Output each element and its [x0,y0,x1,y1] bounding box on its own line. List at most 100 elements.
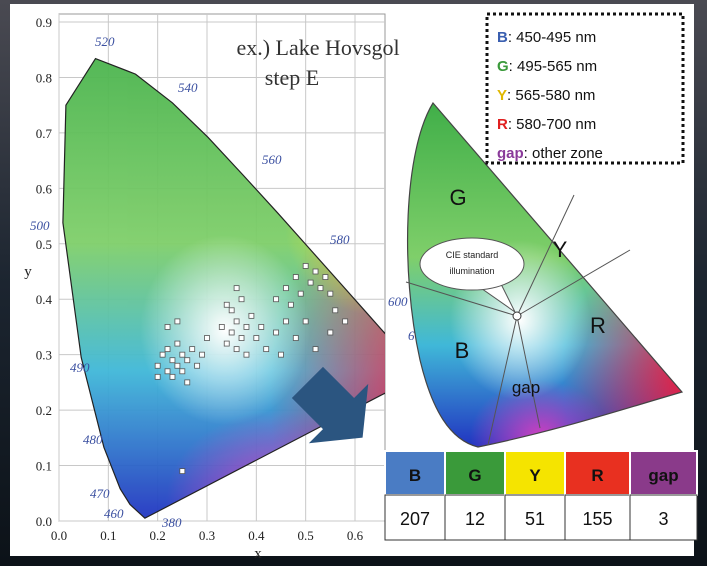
legend-entry: R: 580-700 nm [497,116,596,133]
scatter-point [205,336,210,341]
legend-key: Y [497,87,507,104]
scatter-point [254,336,259,341]
wavelength-label: 500 [30,218,50,233]
scatter-point [229,308,234,313]
scatter-point [180,352,185,357]
header-text: R [591,466,603,485]
scatter-point [175,341,180,346]
scatter-point [224,341,229,346]
x-tick-label: 0.2 [150,528,166,543]
wavelength-label: 460 [104,506,124,521]
scatter-point [333,308,338,313]
scatter-point [219,324,224,329]
scatter-point [328,330,333,335]
table: B 207 G 12 Y 51 R 155 gap 3 [385,451,697,540]
y-tick-label: 0.6 [36,181,53,196]
header-text: B [409,466,421,485]
scatter-point [224,302,229,307]
scatter-point [259,324,264,329]
wavelength-label: 580 [330,232,350,247]
scatter-point [244,352,249,357]
y-tick-label: 0.2 [36,403,52,418]
y-tick-label: 0.7 [36,126,53,141]
cell-text: 155 [582,509,612,529]
cell-text: 51 [525,509,545,529]
y-tick-label: 0.5 [36,237,52,252]
scatter-point [155,374,160,379]
scatter-point [343,319,348,324]
legend-text: : 495-565 nm [509,58,597,75]
cell-text: 12 [465,509,485,529]
scatter-point [229,330,234,335]
scatter-point [313,347,318,352]
wavelength-label: 490 [70,360,90,375]
cell-text: 207 [400,509,430,529]
scatter-point [313,269,318,274]
zone-label: R [590,313,606,338]
cell-text: 3 [658,509,668,529]
scatter-point [264,347,269,352]
wavelength-label: 480 [83,432,103,447]
scatter-point [160,352,165,357]
header-text: G [468,466,481,485]
scatter-point [180,469,185,474]
header-text: gap [648,466,678,485]
y-tick-label: 0.3 [36,348,52,363]
page: ex.) Lake Hovsgol step E x y 52054056058… [0,0,707,566]
scatter-point [190,347,195,352]
y-tick-label: 0.0 [36,514,52,529]
x-tick-label: 0.6 [347,528,364,543]
scatter-point [274,330,279,335]
wavelength-label: 540 [178,80,198,95]
scatter-point [279,352,284,357]
x-tick-label: 0.1 [100,528,116,543]
scatter-point [200,352,205,357]
scatter-point [283,286,288,291]
scatter-point [170,374,175,379]
legend-entry: B: 450-495 nm [497,29,596,46]
callout-text: illumination [449,266,494,276]
legend-entry: gap: other zone [497,145,603,162]
legend-text: : 580-700 nm [508,116,596,133]
scatter-point [170,358,175,363]
scatter-point [234,319,239,324]
scatter-point [175,363,180,368]
scatter-point [165,347,170,352]
legend-key: G [497,58,509,75]
scatter-point [185,380,190,385]
scatter-point [180,369,185,374]
header-text: Y [529,466,541,485]
zone-label: Y [553,237,568,262]
legend-text: : other zone [524,145,603,162]
x-tick-label: 0.4 [248,528,265,543]
scatter-point [274,297,279,302]
callout [420,238,524,290]
y-tick-label: 0.9 [36,15,52,30]
slide: ex.) Lake Hovsgol step E x y 52054056058… [0,0,707,566]
y-tick-label: 0.1 [36,459,52,474]
scatter-point [288,302,293,307]
x-tick-label: 0.3 [199,528,215,543]
zone-label: G [449,185,466,210]
scatter-point [185,358,190,363]
scatter-point [303,263,308,268]
scatter-point [323,275,328,280]
white-point [513,312,521,320]
wavelength-label: 560 [262,152,282,167]
scatter-point [234,286,239,291]
scatter-point [195,363,200,368]
legend-key: gap [497,145,524,162]
scatter-point [175,319,180,324]
scatter-point [303,319,308,324]
legend-text: : 450-495 nm [508,29,596,46]
scatter-point [293,275,298,280]
wavelength-label: 470 [90,486,110,501]
scatter-point [283,319,288,324]
scatter-point [165,369,170,374]
scatter-point [293,336,298,341]
legend-entry: Y: 565-580 nm [497,87,595,104]
wavelength-label: 520 [95,34,115,49]
zone-label: gap [512,378,540,397]
legend-key: B [497,29,508,46]
callout-text: CIE standard [446,250,499,260]
